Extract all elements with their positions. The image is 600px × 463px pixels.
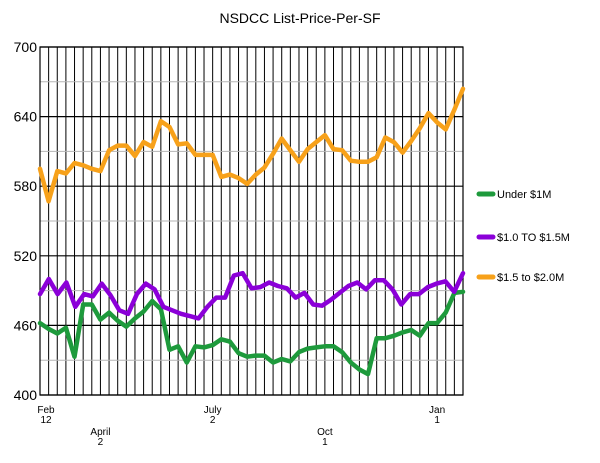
chart-title: NSDCC List-Price-Per-SF: [219, 10, 380, 26]
y-axis: 400 460 520 580 640 700: [14, 39, 38, 403]
grid: [39, 46, 464, 396]
plot-area-border: [39, 46, 464, 396]
x-tick-label: 1: [322, 437, 328, 448]
x-tick-label: Feb: [37, 405, 55, 416]
legend-label: Under $1M: [497, 189, 551, 201]
series-line-2: [37, 86, 466, 204]
series-lines: [37, 86, 466, 377]
y-tick-label: 580: [14, 178, 38, 194]
x-tick-label: 1: [434, 415, 440, 426]
x-tick-label: 2: [210, 415, 216, 426]
x-tick-label: Jan: [429, 405, 445, 416]
y-tick-label: 400: [14, 387, 38, 403]
y-tick-label: 700: [14, 39, 38, 55]
y-tick-label: 460: [14, 317, 38, 333]
series-line-1: [37, 270, 466, 321]
legend: Under $1M $1.0 TO $1.5M $1.5 to $2.0M: [476, 189, 570, 284]
y-tick-label: 520: [14, 248, 38, 264]
x-tick-label: April: [90, 427, 110, 438]
y-tick-label: 640: [14, 109, 38, 125]
x-tick-label: July: [204, 405, 222, 416]
series-line-0: [37, 289, 466, 377]
legend-label: $1.0 TO $1.5M: [497, 232, 570, 244]
x-tick-label: Oct: [317, 427, 333, 438]
x-tick-label: 12: [40, 415, 52, 426]
legend-label: $1.5 to $2.0M: [497, 272, 564, 284]
x-tick-label: 2: [98, 437, 104, 448]
